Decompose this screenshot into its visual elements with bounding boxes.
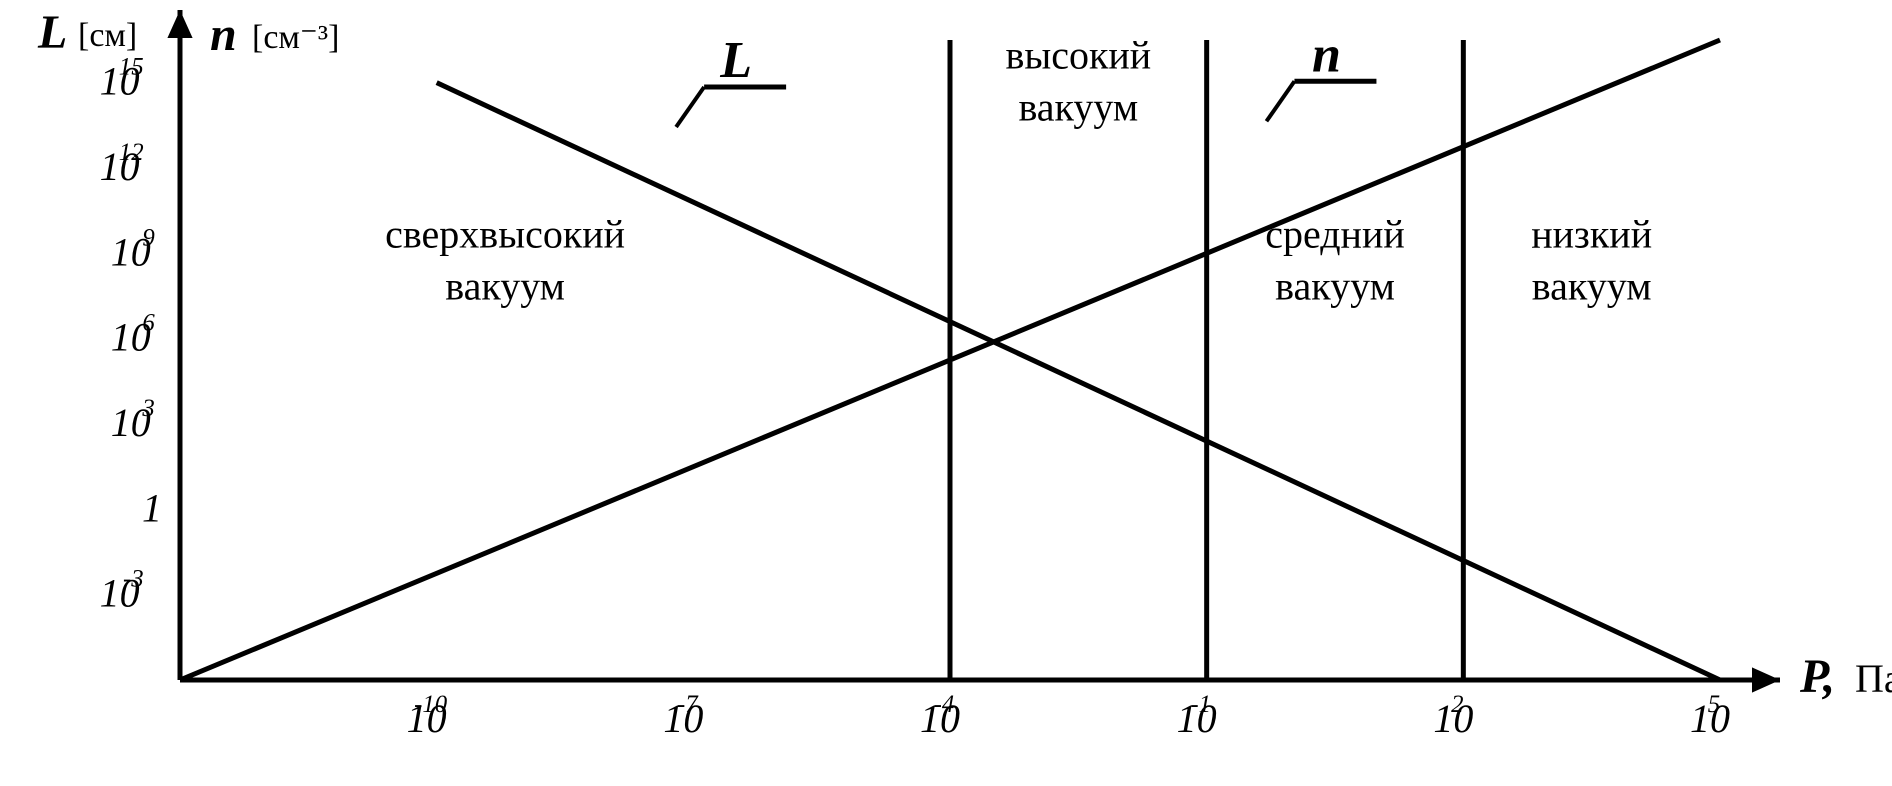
x-axis-title-unit: Па — [1855, 656, 1892, 701]
y-tick-base: 1 — [142, 485, 162, 530]
y-tick-exp: -3 — [123, 566, 144, 593]
x-tick: 105 — [1690, 691, 1730, 741]
y-axis-title-n-unit: [см⁻³] — [252, 19, 339, 56]
y-tick-exp: 12 — [119, 139, 144, 166]
y-tick-exp: 3 — [141, 395, 154, 422]
y-axis-title-L-unit: [см] — [78, 17, 137, 54]
y-tick: 103 — [111, 395, 155, 445]
x-tick-exp: 2 — [1451, 691, 1463, 718]
curve-n-label: n — [1312, 26, 1341, 83]
region-ultrahigh-label: вакуум — [445, 264, 565, 309]
region-low-label: низкий — [1531, 212, 1652, 257]
y-tick-exp: 9 — [142, 224, 154, 251]
y-axis-title-L-symbol: L — [37, 6, 67, 59]
x-tick-exp: -1 — [1190, 691, 1211, 718]
region-medium-label: средний — [1265, 212, 1405, 257]
x-tick: 102 — [1433, 691, 1473, 741]
y-tick-exp: 15 — [119, 54, 144, 81]
vacuum-regime-chart: 10-3 1 103 106 109 1012 1015 10-10 10-7 10-4 10-1 1… — [0, 0, 1892, 786]
x-tick-exp: -7 — [677, 691, 699, 718]
y-tick: 1 — [142, 485, 162, 530]
y-tick: 109 — [111, 224, 155, 274]
x-tick: 10-7 — [663, 691, 703, 741]
x-tick-exp: -10 — [414, 691, 448, 718]
x-tick-exp: 5 — [1708, 691, 1720, 718]
curve-L-label: L — [719, 32, 752, 89]
region-low-label: вакуум — [1532, 264, 1652, 309]
x-tick: 10-4 — [920, 691, 960, 741]
chart-background — [0, 0, 1892, 786]
x-tick: 10-10 — [407, 691, 448, 741]
x-tick: 10-1 — [1177, 691, 1217, 741]
region-high-label: высокий — [1005, 32, 1151, 77]
y-tick: 1015 — [100, 54, 144, 104]
y-axis-title-n-symbol: n — [210, 8, 237, 61]
y-tick: 106 — [111, 310, 156, 360]
region-ultrahigh-label: сверхвысокий — [385, 212, 625, 257]
x-tick-exp: -4 — [934, 691, 955, 718]
region-high-label: вакуум — [1018, 84, 1138, 129]
region-medium-label: вакуум — [1275, 264, 1395, 309]
y-tick: 1012 — [100, 139, 144, 189]
x-axis-title-symbol: P, — [1799, 650, 1835, 703]
y-tick: 10-3 — [100, 566, 144, 616]
y-tick-exp: 6 — [142, 310, 155, 337]
